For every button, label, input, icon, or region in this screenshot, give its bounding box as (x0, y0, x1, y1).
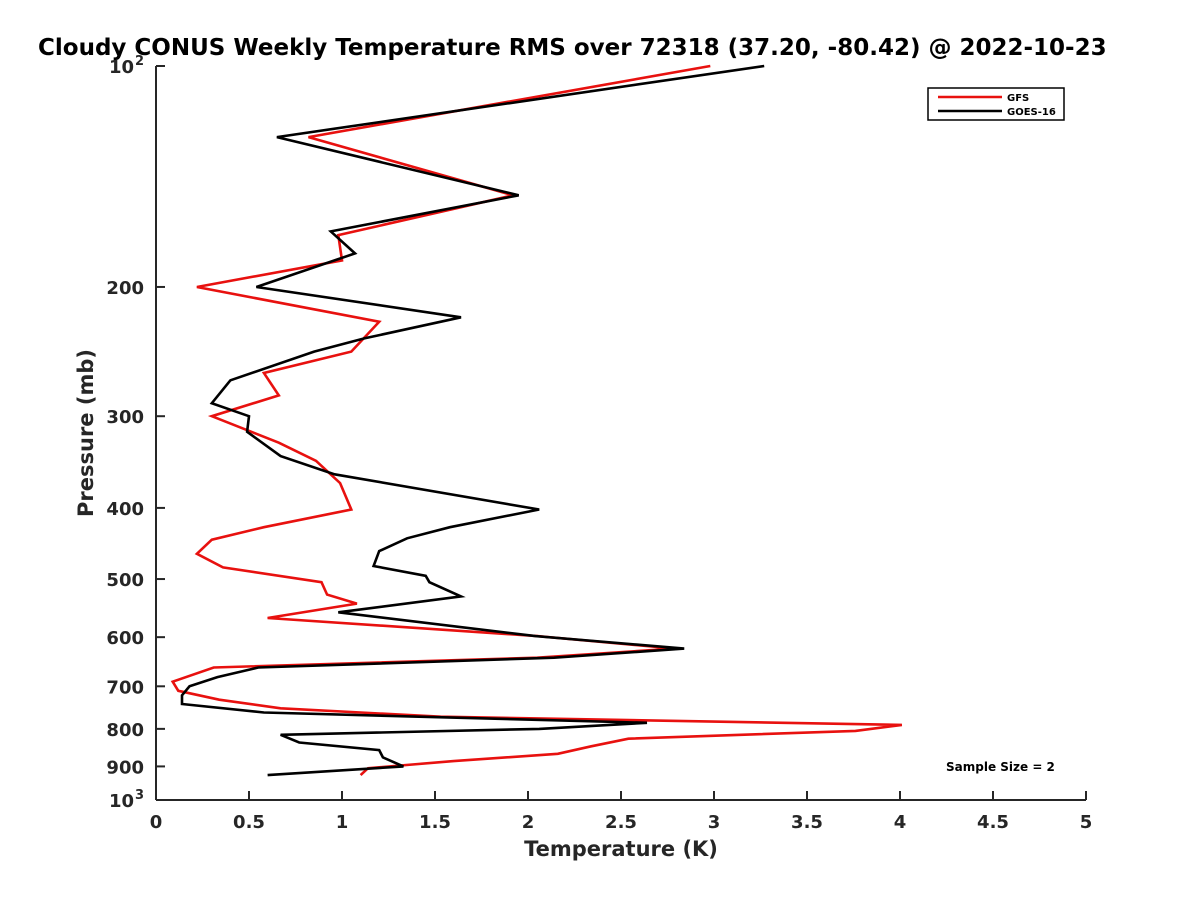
y-tick-exponent: 3 (135, 788, 144, 803)
legend: GFS GOES-16 (927, 87, 1065, 121)
series-line-gfs (170, 64, 903, 777)
y-tick-label: 900 (106, 757, 144, 778)
y-axis-label: Pressure (mb) (74, 349, 98, 517)
x-tick-label: 4 (894, 812, 907, 833)
plot-area (155, 66, 1086, 801)
y-tick-label: 300 (106, 407, 144, 428)
y-tick-label: 600 (106, 628, 144, 649)
y-tick-label: 200 (106, 278, 144, 299)
y-tick-label: 500 (106, 570, 144, 591)
x-tick-label: 1 (336, 812, 349, 833)
legend-label-gfs: GFS (1007, 93, 1029, 104)
x-tick-label: 3 (708, 812, 721, 833)
x-tick-label: 0.5 (233, 812, 265, 833)
x-ticks: 0 0.5 1 1.5 2 2.5 3 3.5 4 4.5 5 (150, 791, 1093, 833)
y-tick-label: 700 (106, 677, 144, 698)
chart-title: Cloudy CONUS Weekly Temperature RMS over… (38, 35, 1107, 61)
y-tick-exponent: 2 (135, 54, 144, 69)
y-tick-label: 400 (106, 499, 144, 520)
x-tick-label: 4.5 (977, 812, 1009, 833)
y-tick-label: 10 (109, 791, 134, 812)
x-axis-label: Temperature (K) (524, 837, 718, 861)
x-tick-label: 2.5 (605, 812, 637, 833)
sample-size-note: Sample Size = 2 (946, 760, 1055, 774)
y-tick-label: 10 (109, 57, 134, 78)
legend-box (927, 87, 1065, 121)
legend-label-goes16: GOES-16 (1007, 107, 1056, 118)
x-tick-label: 5 (1080, 812, 1093, 833)
x-tick-label: 3.5 (791, 812, 823, 833)
x-tick-label: 2 (522, 812, 535, 833)
y-tick-label: 800 (106, 720, 144, 741)
x-tick-label: 1.5 (419, 812, 451, 833)
x-tick-label: 0 (150, 812, 163, 833)
series-line-goes16 (180, 64, 765, 777)
series-lines (170, 64, 903, 777)
